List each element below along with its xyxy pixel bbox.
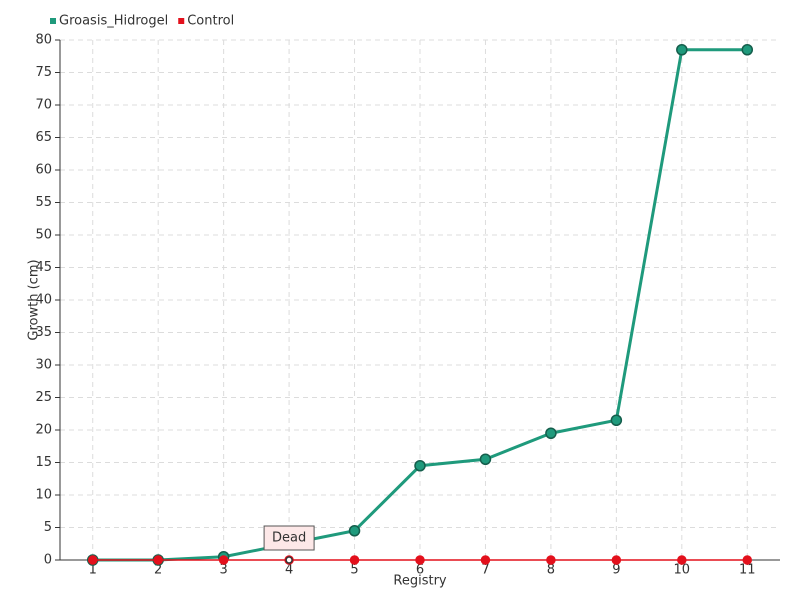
y-axis-label: Growth (cm) [27, 259, 42, 340]
y-tick-label: 0 [44, 553, 52, 568]
legend-swatch [50, 18, 56, 24]
x-tick-label: 9 [612, 563, 620, 578]
data-point [479, 453, 492, 465]
data-point [545, 427, 557, 439]
y-tick-label: 80 [35, 33, 52, 48]
legend-label: Control [187, 14, 234, 29]
data-point [349, 555, 360, 565]
data-point [87, 555, 98, 565]
y-tick-label: 15 [35, 455, 52, 470]
y-tick-label: 20 [35, 423, 52, 438]
data-point [218, 555, 229, 565]
y-tick-label: 65 [35, 130, 52, 145]
y-tick-label: 35 [35, 325, 52, 340]
data-point [610, 414, 623, 426]
hover-point [285, 556, 293, 564]
tooltip-text: Dead [272, 531, 306, 546]
data-point [611, 555, 622, 565]
y-tick-label: 70 [35, 98, 52, 113]
x-tick-label: 10 [674, 563, 691, 578]
y-tick-label: 45 [35, 260, 52, 275]
data-point [677, 555, 687, 565]
x-tick-label: 5 [350, 563, 358, 578]
x-tick-label: 6 [416, 563, 424, 578]
data-point [742, 555, 753, 565]
x-tick-label: 3 [219, 563, 227, 578]
legend-swatch [178, 18, 185, 24]
x-tick-label: 1 [89, 563, 97, 578]
y-tick-label: 55 [35, 195, 52, 210]
y-tick-label: 50 [35, 228, 52, 243]
y-tick-label: 5 [44, 520, 52, 535]
x-tick-label: 8 [547, 563, 555, 578]
y-tick-label: 25 [35, 390, 52, 405]
legend-label: Groasis_Hidrogel [59, 14, 168, 29]
data-point [348, 525, 361, 537]
tooltip: Dead [263, 525, 315, 551]
data-point [415, 555, 425, 565]
y-tick-label: 40 [35, 293, 52, 308]
x-axis-label: Registry [393, 574, 447, 589]
tooltip-box [263, 525, 315, 551]
data-point [153, 555, 163, 565]
x-tick-label: 4 [285, 563, 293, 578]
y-tick-label: 75 [35, 65, 52, 80]
y-tick-label: 60 [35, 163, 52, 178]
y-tick-label: 10 [35, 488, 52, 503]
data-point [414, 460, 426, 472]
x-tick-label: 11 [739, 563, 756, 578]
data-point [546, 555, 556, 565]
data-point [676, 44, 688, 56]
data-point [741, 44, 754, 56]
x-tick-label: 2 [154, 563, 162, 578]
x-tick-label: 7 [481, 563, 489, 578]
y-tick-label: 30 [35, 358, 52, 373]
data-point [480, 555, 491, 565]
